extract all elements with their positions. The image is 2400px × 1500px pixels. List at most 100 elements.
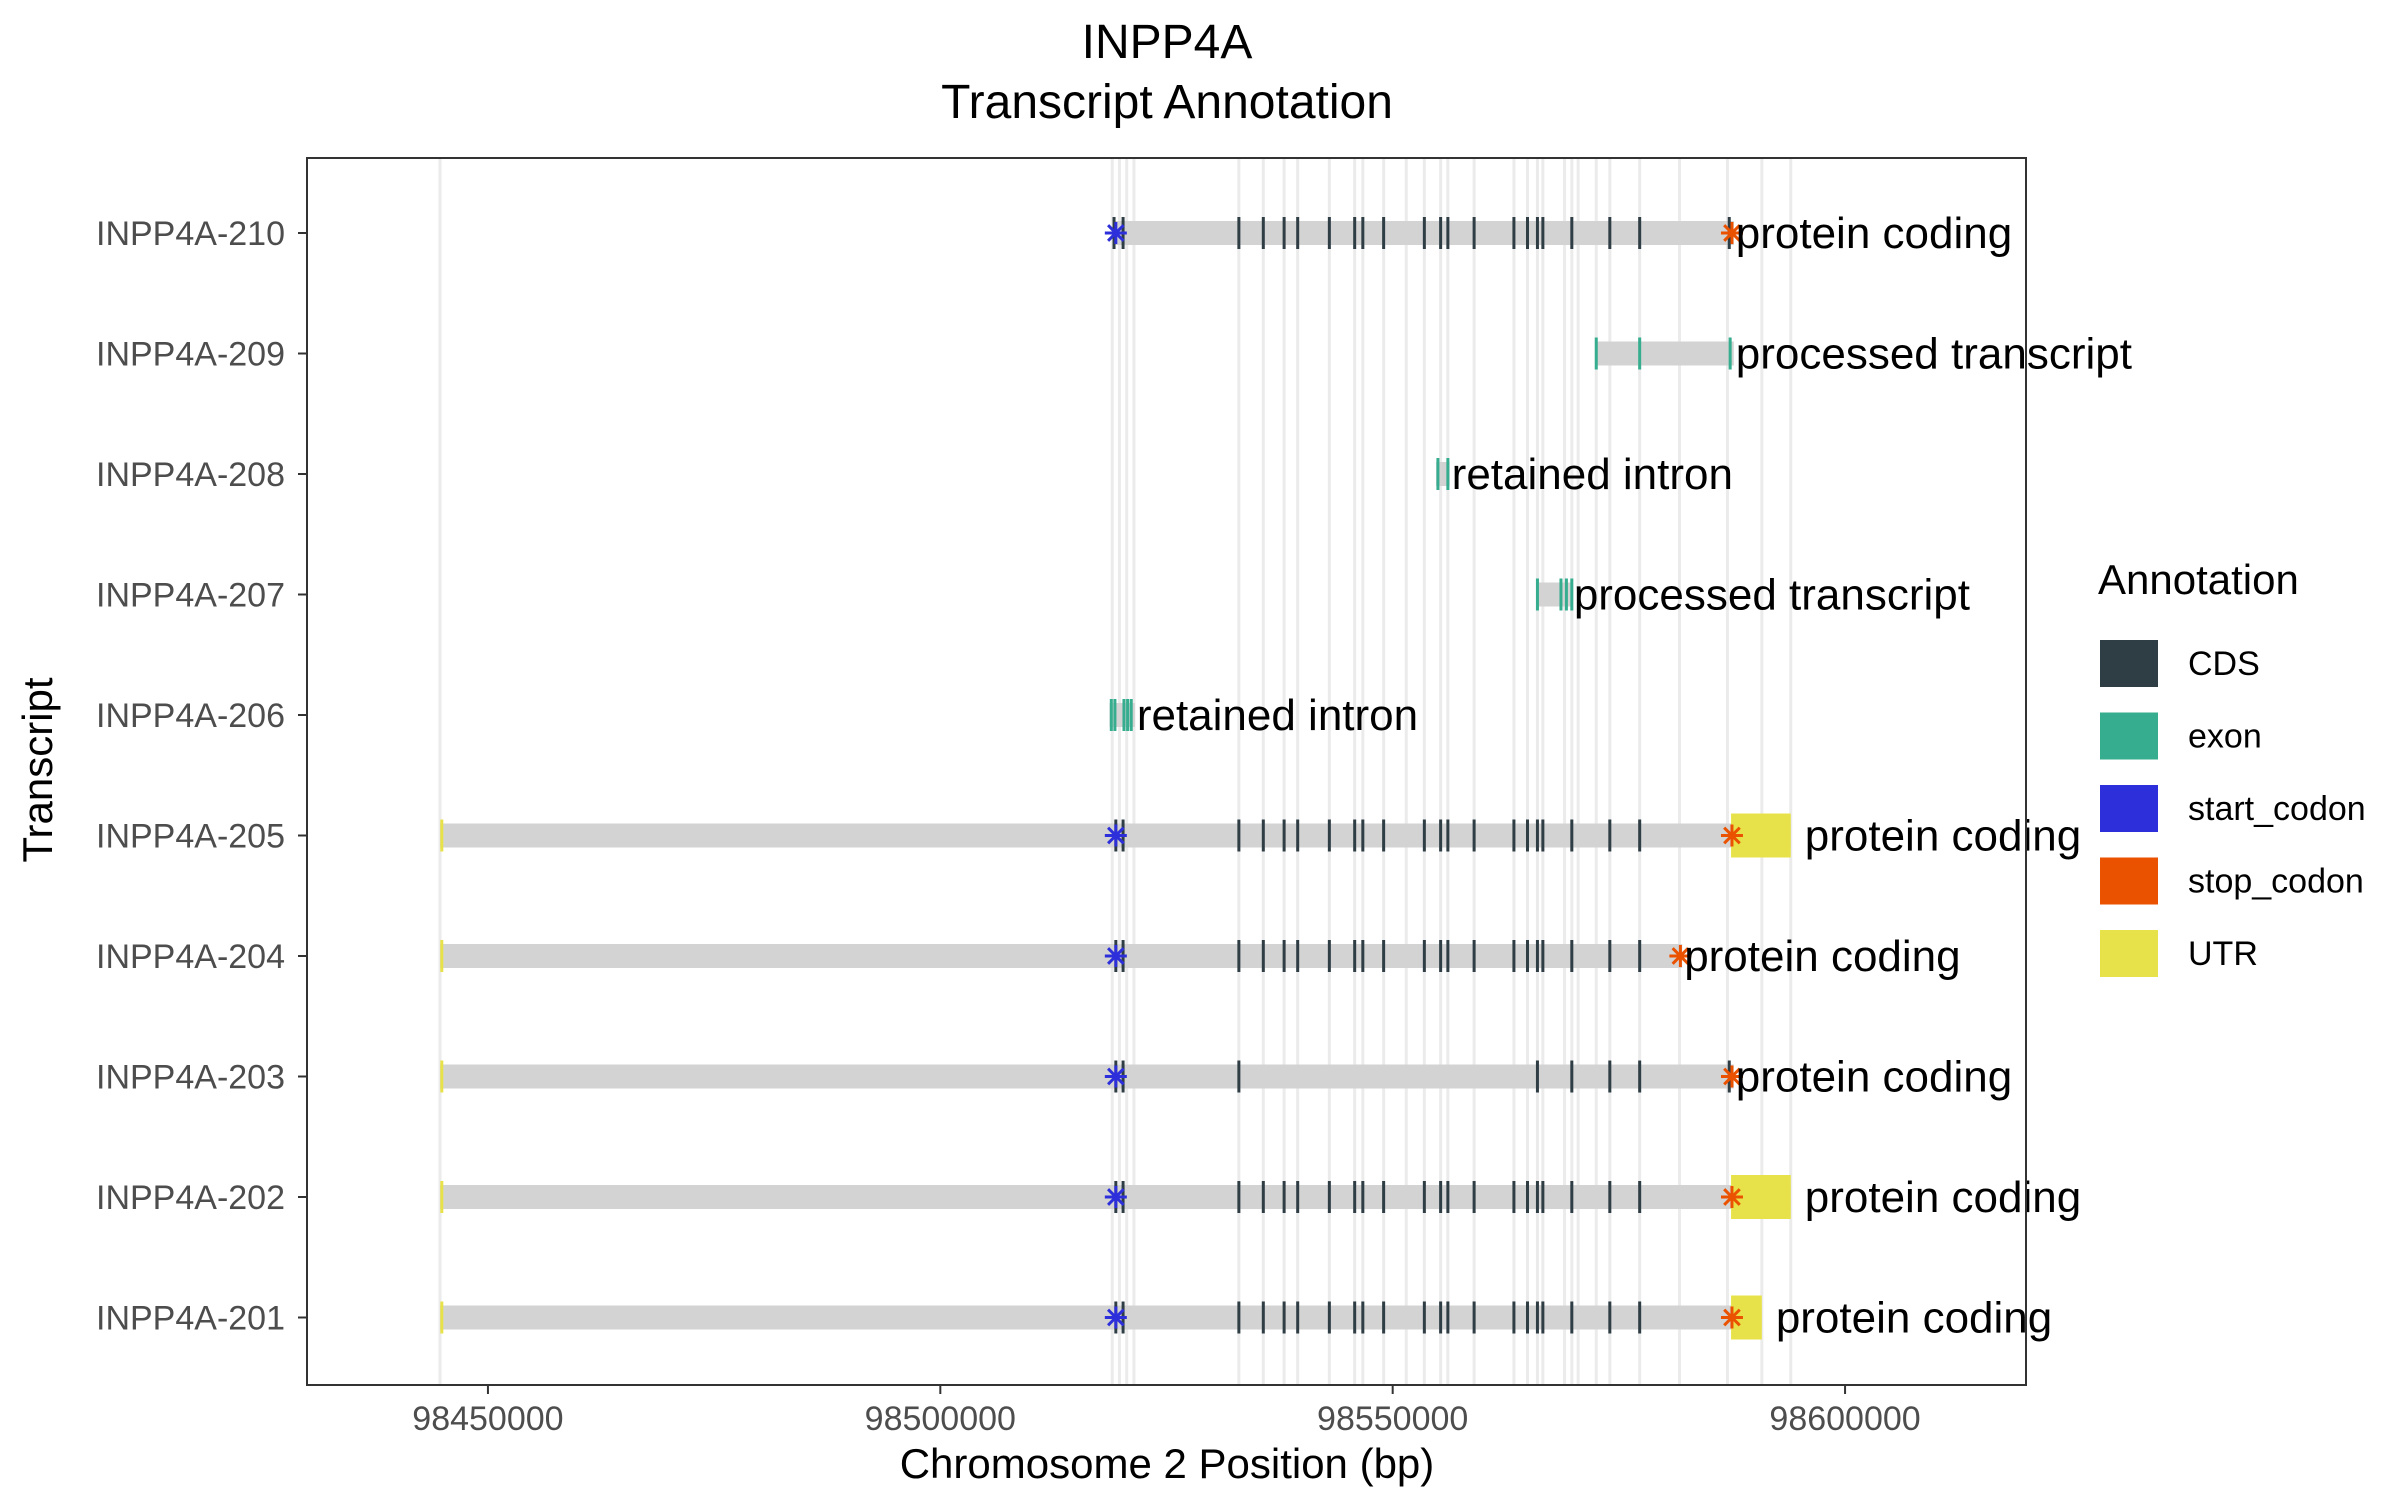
cds-mark	[1327, 940, 1331, 972]
transcript-backbone	[1596, 341, 1734, 366]
legend-label: start_codon	[2188, 790, 2366, 828]
cds-mark	[1472, 217, 1476, 249]
y-tick-label: INPP4A-207	[96, 577, 285, 615]
cds-mark	[1382, 1181, 1386, 1213]
cds-mark	[1638, 940, 1642, 972]
y-tick-label: INPP4A-205	[96, 818, 285, 856]
cds-mark	[1570, 940, 1574, 972]
x-tick-label: 98550000	[1317, 1400, 1468, 1438]
cds-mark	[1296, 217, 1300, 249]
cds-mark	[1446, 1181, 1450, 1213]
cds-mark	[1512, 1301, 1516, 1334]
exon-mark	[1113, 699, 1117, 731]
cds-mark	[1446, 940, 1450, 972]
cds-mark	[1296, 940, 1300, 972]
cds-mark	[1282, 1301, 1286, 1334]
cds-mark	[1282, 819, 1286, 852]
cds-mark	[1237, 1060, 1241, 1093]
cds-mark	[1535, 1060, 1539, 1093]
cds-mark	[1638, 819, 1642, 852]
exon-mark	[1638, 337, 1642, 370]
legend-swatch	[2100, 640, 2158, 687]
cds-mark	[1422, 1181, 1426, 1213]
cds-mark	[1439, 819, 1443, 852]
plot-area: INPP4A-210 protein coding INPP4A-209 proces…	[96, 157, 2132, 1438]
stop-codon-mark	[1720, 824, 1743, 847]
cds-mark	[1570, 217, 1574, 249]
cds-mark	[1382, 217, 1386, 249]
cds-mark	[1535, 819, 1539, 852]
stop-codon-mark	[1720, 1065, 1743, 1088]
cds-mark	[1608, 1301, 1612, 1334]
cds-mark	[1422, 819, 1426, 852]
cds-mark	[1608, 1181, 1612, 1213]
cds-mark	[1570, 1301, 1574, 1334]
cds-mark	[440, 1060, 444, 1093]
x-axis-title: Chromosome 2 Position (bp)	[900, 1440, 1435, 1487]
biotype-label: protein coding	[1736, 209, 2012, 258]
legend-label: UTR	[2188, 935, 2258, 973]
cds-mark	[1353, 940, 1357, 972]
exon-mark	[1570, 578, 1574, 611]
cds-mark	[1608, 819, 1612, 852]
cds-mark	[1237, 1181, 1241, 1213]
cds-mark	[440, 1301, 444, 1334]
cds-mark	[1282, 1181, 1286, 1213]
start-codon-mark	[1104, 1186, 1127, 1208]
transcript-backbone	[439, 1064, 1734, 1089]
start-codon-mark	[1104, 1306, 1127, 1329]
biotype-label: protein coding	[1684, 932, 1960, 981]
start-codon-mark	[1104, 945, 1127, 967]
stop-codon-mark	[1669, 945, 1692, 967]
exon-mark	[1594, 337, 1598, 370]
cds-mark	[1541, 819, 1545, 852]
start-codon-mark	[1104, 824, 1127, 847]
cds-mark	[1446, 1301, 1450, 1334]
exon-mark	[1728, 337, 1732, 370]
legend-label: exon	[2188, 718, 2262, 756]
cds-mark	[1446, 217, 1450, 249]
cds-mark	[1525, 1181, 1529, 1213]
cds-mark	[1439, 1181, 1443, 1213]
cds-mark	[1327, 217, 1331, 249]
cds-mark	[1353, 217, 1357, 249]
cds-mark	[1472, 1181, 1476, 1213]
cds-mark	[1361, 1301, 1365, 1334]
cds-mark	[1361, 217, 1365, 249]
cds-mark	[1327, 1301, 1331, 1334]
biotype-label: protein coding	[1776, 1294, 2052, 1343]
exon-mark	[1126, 699, 1130, 731]
cds-mark	[1353, 819, 1357, 852]
cds-mark	[440, 1181, 444, 1213]
cds-mark	[1439, 1301, 1443, 1334]
legend-label: stop_codon	[2188, 863, 2364, 901]
cds-mark	[1439, 217, 1443, 249]
cds-mark	[1472, 940, 1476, 972]
cds-mark	[1296, 1181, 1300, 1213]
cds-mark	[1535, 1301, 1539, 1334]
biotype-label: processed transcript	[1574, 571, 1970, 620]
cds-mark	[1327, 1181, 1331, 1213]
exon-mark	[1535, 578, 1539, 611]
cds-mark	[1446, 819, 1450, 852]
biotype-label: processed transcript	[1736, 330, 2132, 379]
cds-mark	[1296, 1301, 1300, 1334]
transcript-backbone	[439, 944, 1683, 968]
cds-mark	[440, 940, 444, 972]
legend-label: CDS	[2188, 645, 2260, 683]
legend-swatch	[2100, 930, 2158, 977]
exon-mark	[1446, 458, 1450, 490]
cds-mark	[1439, 940, 1443, 972]
cds-mark	[1282, 940, 1286, 972]
y-tick-label: INPP4A-206	[96, 697, 285, 735]
y-tick-label: INPP4A-203	[96, 1059, 285, 1097]
biotype-label: retained intron	[1452, 450, 1733, 499]
cds-mark	[1608, 1060, 1612, 1093]
cds-mark	[1638, 1181, 1642, 1213]
cds-mark	[1638, 1060, 1642, 1093]
legend: Annotation CDS exon start_codon stop_codon U…	[2098, 556, 2366, 977]
cds-mark	[1422, 1301, 1426, 1334]
y-tick-label: INPP4A-208	[96, 456, 285, 494]
cds-mark	[1608, 217, 1612, 249]
